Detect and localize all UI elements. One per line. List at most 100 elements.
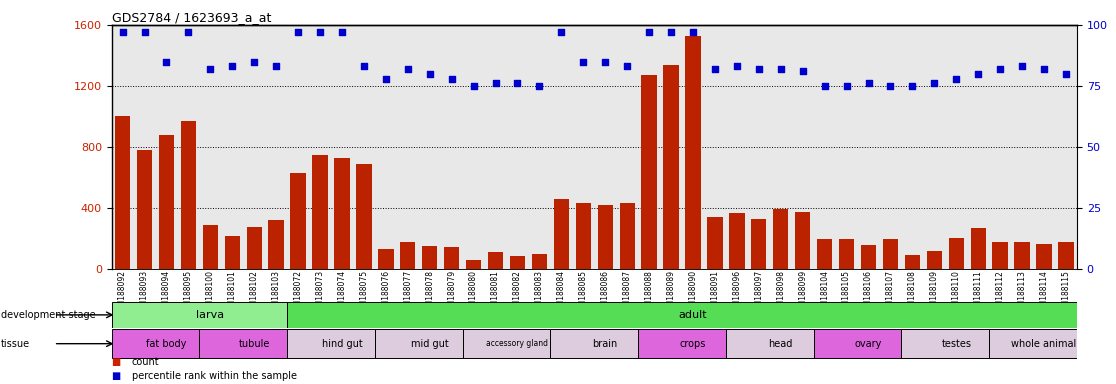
Bar bbox=[992, 242, 1008, 269]
Point bbox=[641, 29, 658, 35]
Point bbox=[180, 29, 198, 35]
Point bbox=[377, 76, 395, 82]
Bar bbox=[817, 239, 833, 269]
Point bbox=[114, 29, 132, 35]
Bar bbox=[112, 302, 287, 328]
Point bbox=[443, 76, 461, 82]
Bar bbox=[1014, 242, 1030, 269]
Point bbox=[509, 80, 527, 86]
Bar bbox=[401, 242, 415, 269]
Text: tubule: tubule bbox=[239, 339, 270, 349]
Text: tissue: tissue bbox=[1, 339, 30, 349]
Text: ■: ■ bbox=[112, 357, 121, 367]
Point bbox=[421, 71, 439, 77]
Point bbox=[618, 63, 636, 70]
Bar bbox=[200, 329, 287, 358]
Bar bbox=[137, 150, 152, 269]
Bar bbox=[971, 228, 985, 269]
Text: fat body: fat body bbox=[146, 339, 186, 349]
Bar bbox=[814, 329, 902, 358]
Point bbox=[552, 29, 570, 35]
Bar bbox=[287, 329, 375, 358]
Bar bbox=[576, 203, 591, 269]
Text: adult: adult bbox=[679, 310, 708, 320]
Text: whole animal: whole animal bbox=[1011, 339, 1077, 349]
Point bbox=[596, 58, 614, 65]
Text: percentile rank within the sample: percentile rank within the sample bbox=[132, 371, 297, 381]
Text: ■: ■ bbox=[112, 371, 121, 381]
Bar bbox=[422, 246, 437, 269]
Bar bbox=[247, 227, 262, 269]
Bar bbox=[905, 255, 920, 269]
Point bbox=[333, 29, 350, 35]
Bar bbox=[839, 239, 854, 269]
Bar bbox=[287, 302, 1077, 328]
Bar bbox=[375, 329, 463, 358]
Bar bbox=[663, 65, 679, 269]
Bar bbox=[902, 329, 989, 358]
Bar bbox=[158, 135, 174, 269]
Point bbox=[1057, 71, 1075, 77]
Bar bbox=[531, 254, 547, 269]
Point bbox=[904, 83, 922, 89]
Bar bbox=[444, 247, 460, 269]
Text: brain: brain bbox=[593, 339, 618, 349]
Point bbox=[662, 29, 680, 35]
Bar bbox=[638, 329, 725, 358]
Bar bbox=[378, 249, 394, 269]
Point bbox=[157, 58, 175, 65]
Bar bbox=[795, 212, 810, 269]
Point bbox=[991, 66, 1009, 72]
Point bbox=[882, 83, 899, 89]
Bar bbox=[115, 116, 131, 269]
Bar bbox=[725, 329, 814, 358]
Text: head: head bbox=[769, 339, 793, 349]
Point bbox=[1013, 63, 1031, 70]
Point bbox=[246, 58, 263, 65]
Bar bbox=[224, 236, 240, 269]
Point bbox=[684, 29, 702, 35]
Point bbox=[487, 80, 504, 86]
Bar bbox=[729, 213, 744, 269]
Point bbox=[728, 63, 745, 70]
Point bbox=[289, 29, 307, 35]
Point bbox=[947, 76, 965, 82]
Bar bbox=[1037, 245, 1051, 269]
Bar bbox=[181, 121, 196, 269]
Bar bbox=[554, 199, 569, 269]
Bar bbox=[883, 239, 898, 269]
Bar bbox=[112, 329, 200, 358]
Point bbox=[1036, 66, 1054, 72]
Bar bbox=[989, 329, 1077, 358]
Bar bbox=[269, 220, 283, 269]
Bar bbox=[685, 36, 701, 269]
Bar bbox=[488, 252, 503, 269]
Bar bbox=[335, 157, 349, 269]
Bar bbox=[203, 225, 218, 269]
Point bbox=[398, 66, 416, 72]
Bar bbox=[773, 209, 788, 269]
Text: crops: crops bbox=[680, 339, 706, 349]
Text: larva: larva bbox=[196, 310, 224, 320]
Text: count: count bbox=[132, 357, 160, 367]
Bar bbox=[860, 245, 876, 269]
Point bbox=[772, 66, 790, 72]
Bar bbox=[751, 218, 767, 269]
Point bbox=[970, 71, 988, 77]
Text: development stage: development stage bbox=[1, 310, 96, 320]
Bar bbox=[550, 329, 638, 358]
Point bbox=[223, 63, 241, 70]
Point bbox=[750, 66, 768, 72]
Bar bbox=[642, 75, 657, 269]
Bar bbox=[926, 251, 942, 269]
Bar bbox=[356, 164, 372, 269]
Bar bbox=[1058, 242, 1074, 269]
Point bbox=[838, 83, 856, 89]
Point bbox=[925, 80, 943, 86]
Point bbox=[816, 83, 834, 89]
Point bbox=[575, 58, 593, 65]
Bar bbox=[619, 203, 635, 269]
Point bbox=[464, 83, 482, 89]
Bar bbox=[949, 238, 964, 269]
Bar bbox=[463, 329, 550, 358]
